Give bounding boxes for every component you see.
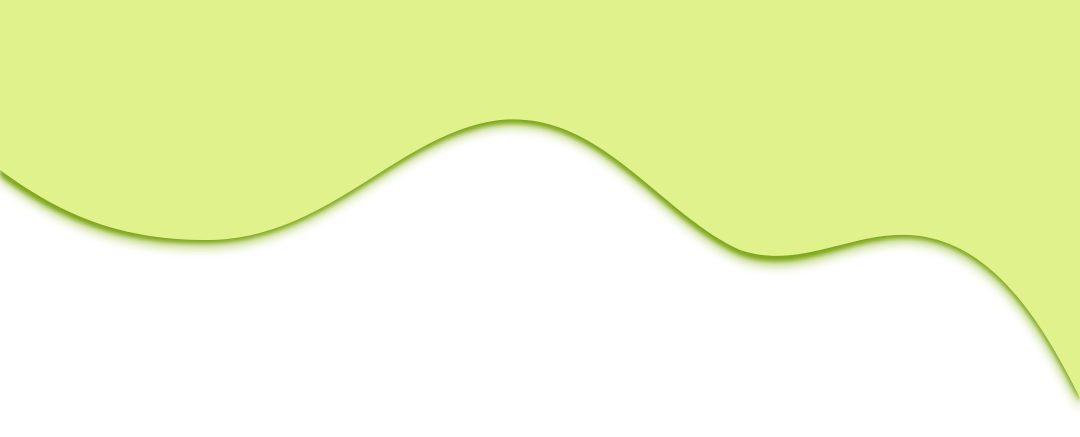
wave bbox=[0, 0, 1080, 398]
